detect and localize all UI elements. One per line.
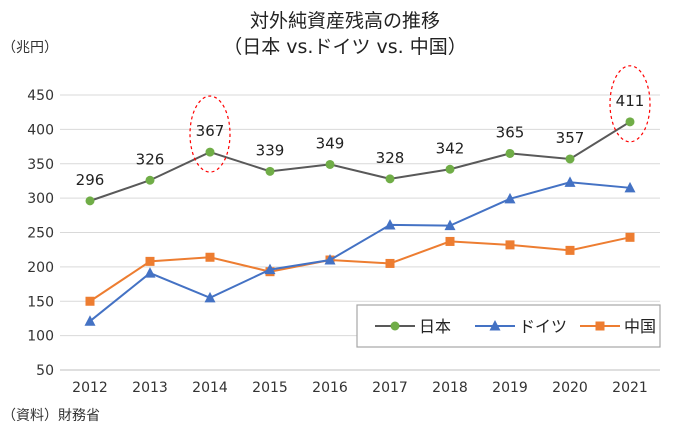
data-point-中国-2012: [85, 296, 95, 306]
axis-ticks: 50 100 150 200 250 300 350 400 450 2012 2013 2014 20…: [27, 88, 660, 396]
chart-title-line1: 対外純資産残高の推移: [250, 10, 440, 32]
x-tick-label-2017: 2017: [372, 380, 408, 396]
data-point-日本-2014: [205, 147, 215, 157]
data-point-日本-2015: [265, 166, 275, 176]
y-tick-label-250: 250: [27, 226, 54, 242]
data-point-ドイツ-2016: [324, 254, 336, 265]
data-label-日本-2020: 357: [556, 129, 585, 147]
data-label-日本-2021: 411: [616, 92, 645, 110]
data-point-ドイツ-2017: [384, 218, 396, 230]
data-point-ドイツ-2014: [204, 291, 216, 303]
y-tick-label-300: 300: [27, 191, 54, 207]
data-point-日本-2013: [145, 175, 155, 185]
data-label-日本-2012: 296: [76, 171, 105, 189]
highlight-ellipse-2014: [189, 95, 231, 173]
source-note: （資料）財務省: [2, 408, 100, 424]
y-unit-label: （兆円）: [2, 40, 58, 56]
data-point-日本-2012: [85, 196, 95, 206]
data-point-中国-2019: [505, 240, 515, 250]
series-line-中国: [89, 236, 631, 303]
x-tick-label-2020: 2020: [552, 380, 588, 396]
legend-swatch-marker-日本: [390, 321, 400, 331]
data-point-中国-2013: [145, 256, 155, 266]
y-tick-label-150: 150: [27, 294, 54, 310]
y-tick-label-350: 350: [27, 157, 54, 173]
data-point-ドイツ-2020: [564, 176, 576, 187]
data-label-日本-2014: 367: [196, 122, 225, 140]
data-point-日本-2021: [625, 117, 635, 127]
series-line-日本: [89, 120, 631, 202]
data-point-ドイツ-2012: [84, 315, 96, 326]
chart-title-line2: （日本 vs.ドイツ vs. 中国）: [223, 36, 467, 58]
data-point-中国-2018: [445, 236, 455, 246]
data-point-日本-2020: [565, 154, 575, 164]
data-label-日本-2015: 339: [256, 141, 285, 159]
data-point-日本-2017: [385, 174, 395, 184]
legend-label-ドイツ: ドイツ: [519, 317, 567, 336]
data-point-中国-2014: [205, 252, 215, 262]
data-point-ドイツ-2013: [144, 267, 156, 278]
data-point-日本-2019: [505, 148, 515, 158]
data-label-日本-2018: 342: [436, 139, 465, 157]
x-tick-label-2012: 2012: [72, 380, 108, 396]
data-label-日本-2016: 349: [316, 134, 345, 152]
x-tick-label-2021: 2021: [612, 380, 648, 396]
y-tick-label-100: 100: [27, 329, 54, 345]
legend-label-中国: 中国: [624, 317, 656, 336]
highlight-ellipse-2021: [609, 65, 651, 143]
x-tick-label-2016: 2016: [312, 380, 348, 396]
data-point-中国-2021: [625, 232, 635, 242]
data-point-中国-2017: [385, 258, 395, 268]
data-point-日本-2018: [445, 164, 455, 174]
x-tick-label-2015: 2015: [252, 380, 288, 396]
data-point-ドイツ-2018: [444, 219, 456, 231]
data-point-中国-2020: [565, 245, 575, 255]
legend: 日本 ドイツ 中国: [356, 304, 661, 348]
data-point-ドイツ-2015: [264, 263, 276, 275]
legend-label-日本: 日本: [419, 317, 451, 336]
x-tick-label-2013: 2013: [132, 380, 168, 396]
series-line-ドイツ: [89, 181, 631, 322]
y-tick-label-50: 50: [36, 363, 54, 379]
legend-swatch-marker-中国: [595, 321, 605, 331]
x-tick-label-2018: 2018: [432, 380, 468, 396]
y-tick-label-200: 200: [27, 260, 54, 276]
gridlines: [60, 94, 660, 371]
y-tick-label-400: 400: [27, 122, 54, 138]
data-point-ドイツ-2019: [504, 192, 516, 204]
data-label-日本-2019: 365: [496, 123, 525, 141]
legend-swatch-marker-ドイツ: [489, 320, 501, 331]
x-tick-label-2014: 2014: [192, 380, 228, 396]
data-label-日本-2017: 328: [376, 149, 405, 167]
x-tick-label-2019: 2019: [492, 380, 528, 396]
series-layer: 296 326 367 339 349 328 342 365 357 411: [76, 65, 651, 326]
data-point-日本-2016: [325, 159, 335, 169]
data-label-日本-2013: 326: [136, 150, 165, 168]
y-tick-label-450: 450: [27, 88, 54, 104]
data-point-ドイツ-2021: [624, 181, 636, 193]
